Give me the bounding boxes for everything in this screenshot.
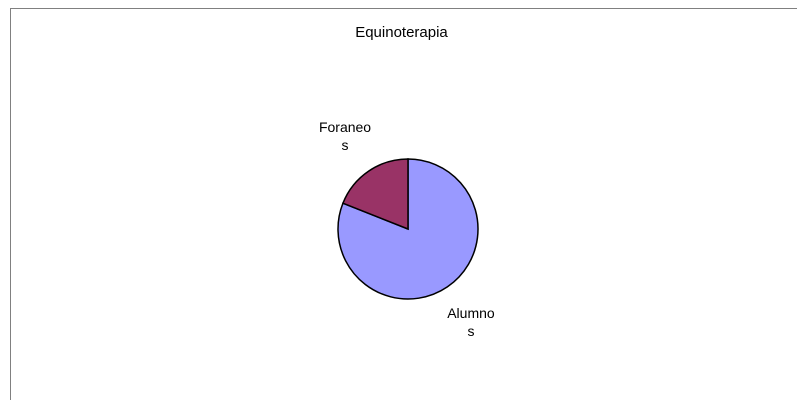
chart-frame <box>10 8 797 400</box>
slice-label: Foraneos <box>318 119 372 154</box>
pie-slice <box>341 158 409 231</box>
chart-title: Equinoterapia <box>355 24 448 41</box>
slice-label: Alumnos <box>447 304 495 339</box>
